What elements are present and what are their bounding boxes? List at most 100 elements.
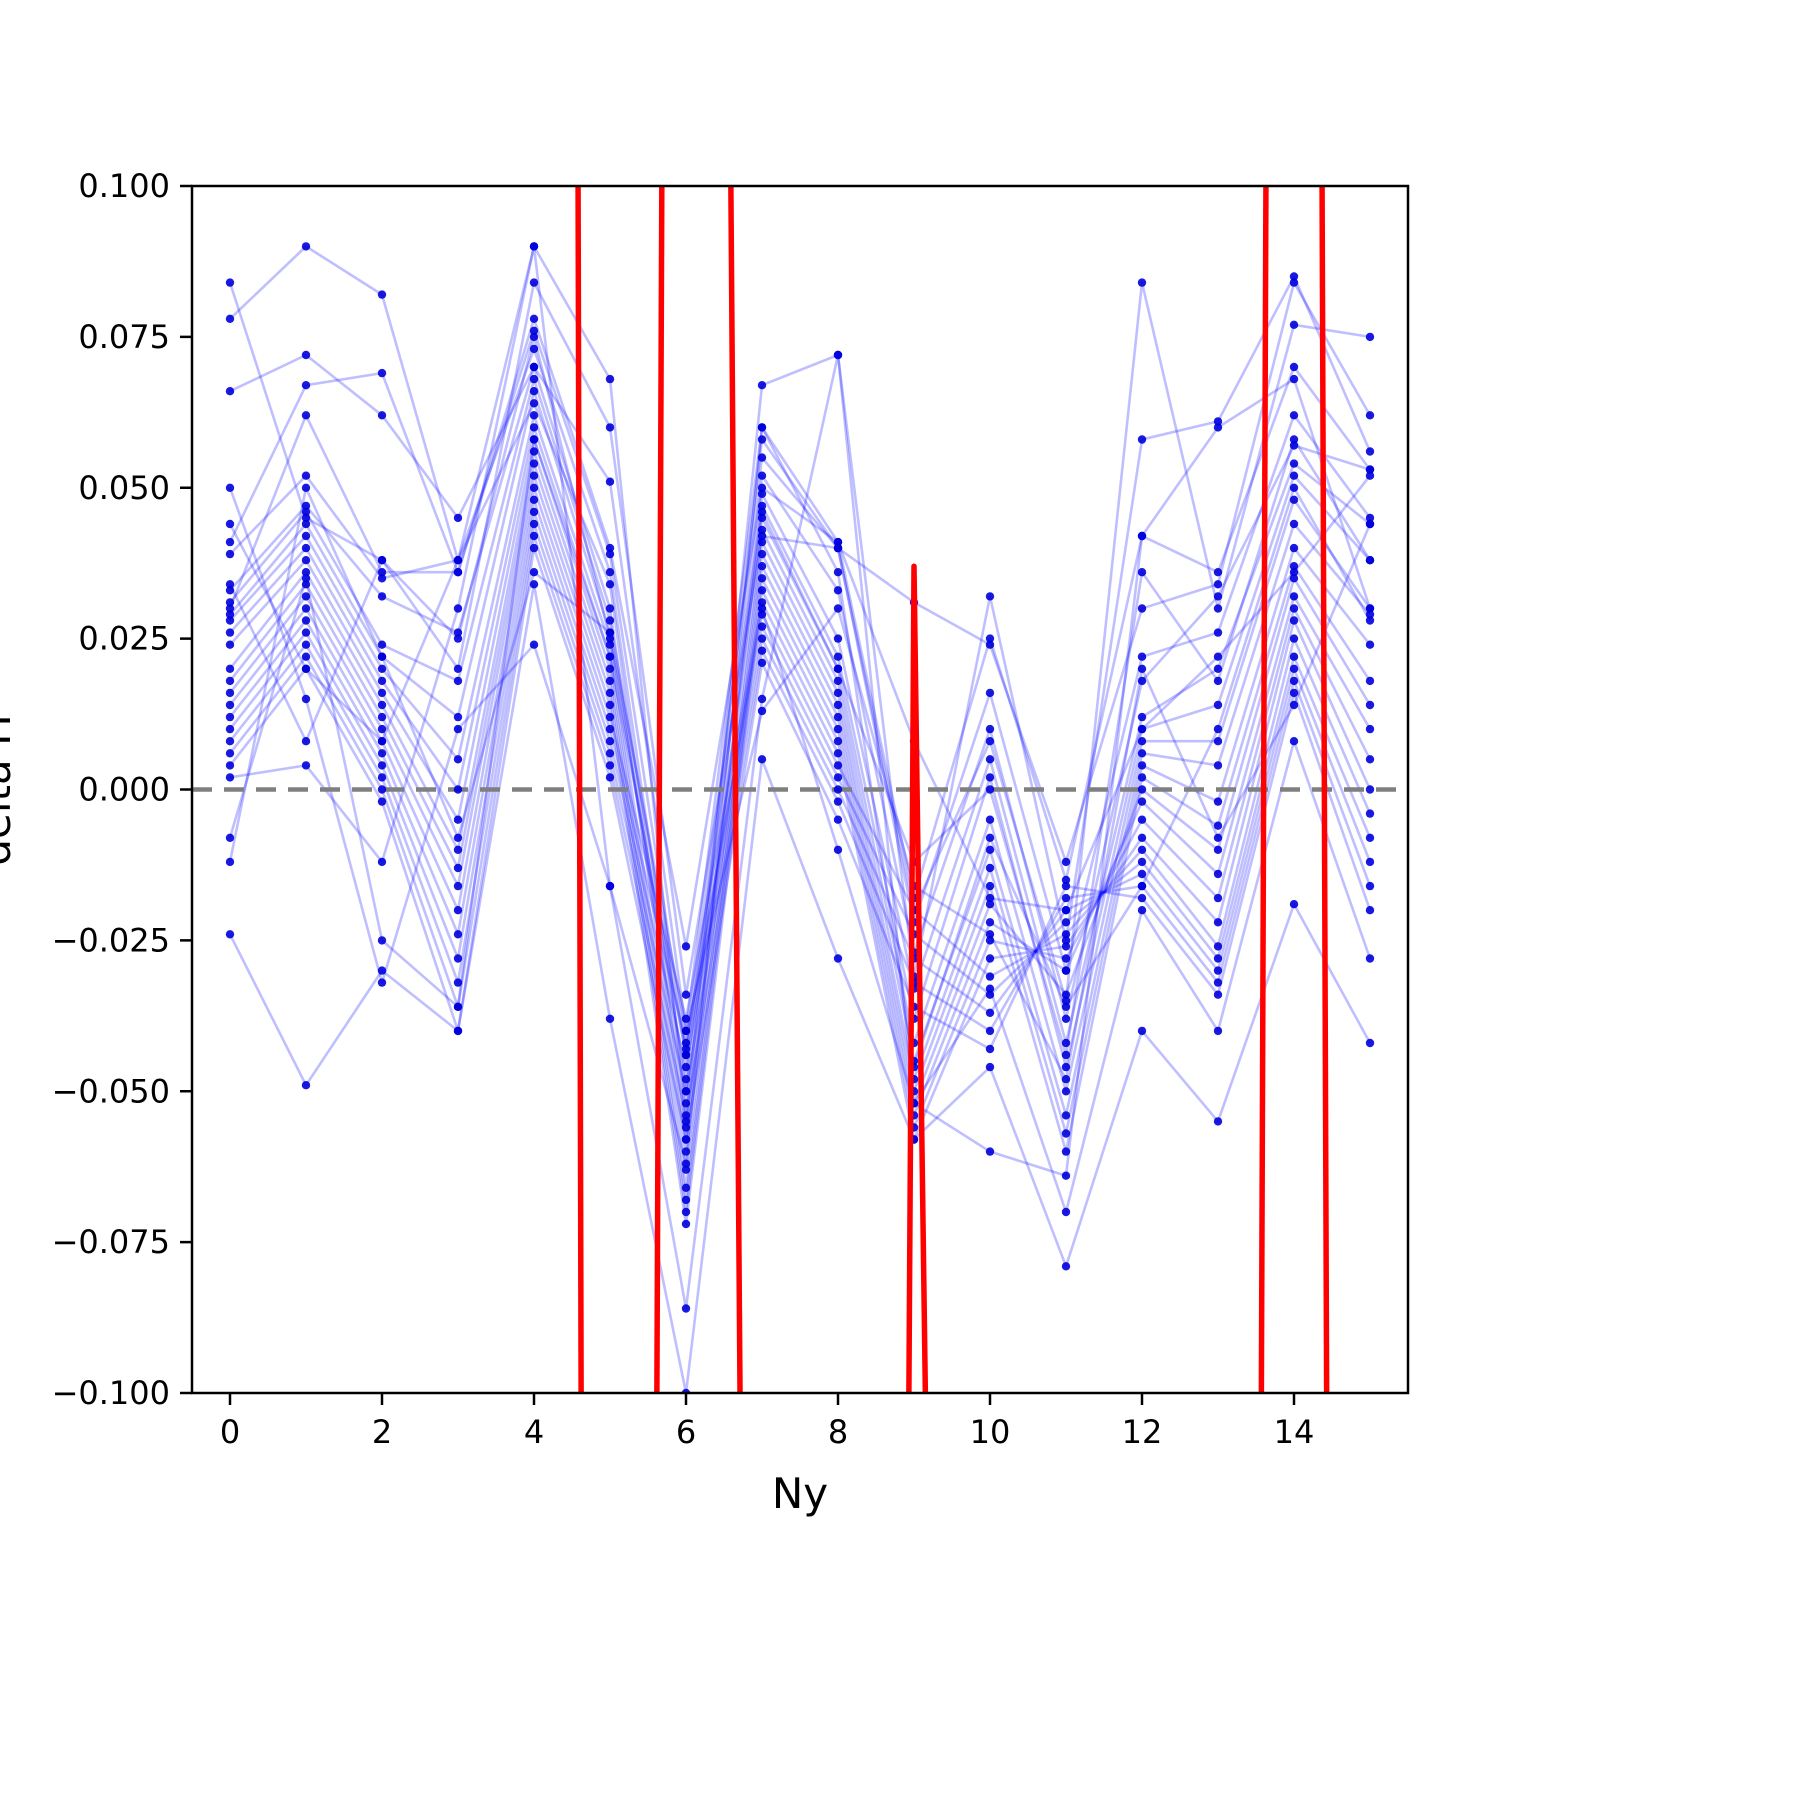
sample-marker xyxy=(1365,332,1375,342)
sample-marker xyxy=(681,1075,691,1084)
sample-marker xyxy=(681,1026,691,1036)
sample-marker xyxy=(301,574,311,583)
sample-line xyxy=(229,438,1372,1190)
sample-line xyxy=(228,534,1372,1117)
sample-marker xyxy=(681,990,691,999)
sample-marker xyxy=(605,652,615,661)
sample-marker xyxy=(1061,881,1071,891)
sample-marker xyxy=(757,694,767,704)
sample-marker xyxy=(985,863,995,873)
sample-line xyxy=(228,522,1372,1093)
sample-marker xyxy=(377,640,387,649)
sample-marker xyxy=(985,972,995,981)
sample-marker xyxy=(301,381,311,390)
sample-marker xyxy=(1061,990,1071,999)
sample-marker xyxy=(225,616,235,625)
sample-marker xyxy=(605,477,615,486)
sample-marker xyxy=(377,568,387,577)
sample-marker xyxy=(301,592,311,601)
sample-marker xyxy=(681,1135,691,1144)
sample-marker xyxy=(453,954,463,963)
sample-marker xyxy=(833,568,843,577)
sample-marker xyxy=(605,737,615,746)
sample-marker xyxy=(1213,664,1223,673)
sample-marker xyxy=(1213,652,1223,661)
sample-marker xyxy=(1289,411,1299,420)
sample-marker xyxy=(301,640,311,649)
x-tick-label: 2 xyxy=(372,1413,392,1451)
sample-marker xyxy=(1289,664,1299,673)
sample-marker xyxy=(1061,1050,1071,1060)
sample-marker xyxy=(605,640,615,649)
sample-marker xyxy=(225,537,235,547)
sample-marker xyxy=(377,676,387,686)
sample-marker xyxy=(681,1195,691,1205)
sample-marker xyxy=(757,531,767,541)
sample-marker xyxy=(377,737,387,746)
sample-marker xyxy=(833,634,843,643)
sample-marker xyxy=(225,387,235,396)
sample-marker xyxy=(225,857,235,867)
sample-marker xyxy=(1289,459,1299,468)
sample-marker xyxy=(681,1044,691,1054)
sample-marker xyxy=(833,815,843,824)
sample-line xyxy=(228,582,1372,1393)
sample-marker xyxy=(605,749,615,758)
sample-marker xyxy=(529,278,539,287)
sample-marker xyxy=(529,399,539,408)
sample-marker xyxy=(453,906,463,915)
sample-marker xyxy=(1061,1087,1071,1096)
sample-marker xyxy=(1137,815,1147,824)
sample-marker xyxy=(1213,417,1223,426)
sample-marker xyxy=(757,549,767,559)
sample-marker xyxy=(1137,531,1147,541)
sample-marker xyxy=(757,586,767,595)
sample-line xyxy=(228,438,1372,1214)
sample-marker xyxy=(529,495,539,504)
sample-marker xyxy=(985,918,995,927)
sample-marker xyxy=(1289,604,1299,613)
sample-marker xyxy=(605,724,615,734)
sample-marker xyxy=(1137,435,1147,444)
y-tick-label: −0.025 xyxy=(52,921,170,959)
sample-marker xyxy=(453,664,463,673)
sample-marker xyxy=(681,1111,691,1120)
sample-marker xyxy=(453,785,463,794)
sample-marker xyxy=(833,543,843,553)
sample-marker xyxy=(301,242,311,251)
sample-marker xyxy=(225,737,235,746)
sample-marker xyxy=(225,586,235,595)
sample-marker xyxy=(985,893,995,903)
sample-marker xyxy=(757,658,767,667)
sample-marker xyxy=(1137,278,1147,287)
sample-marker xyxy=(301,1081,311,1090)
sample-marker xyxy=(1213,845,1223,854)
sample-marker xyxy=(1137,749,1147,758)
sample-marker xyxy=(377,368,387,378)
sample-marker xyxy=(1137,881,1147,891)
sample-line xyxy=(228,426,1372,1165)
sample-marker xyxy=(1289,278,1299,287)
sample-marker xyxy=(301,556,311,565)
sample-marker xyxy=(453,930,463,939)
sample-marker xyxy=(1213,1026,1223,1036)
x-tick-label: 8 xyxy=(828,1413,848,1451)
sample-marker xyxy=(529,435,539,444)
sample-marker xyxy=(529,568,539,577)
sample-marker xyxy=(453,634,463,643)
sample-marker xyxy=(529,507,539,517)
y-tick-label: −0.075 xyxy=(52,1223,170,1261)
sample-marker xyxy=(377,556,387,565)
sample-marker xyxy=(681,1147,691,1156)
sample-marker xyxy=(453,1002,463,1011)
sample-marker xyxy=(985,1147,995,1156)
sample-marker xyxy=(529,447,539,456)
sample-marker xyxy=(1289,700,1299,710)
sample-marker xyxy=(605,761,615,770)
sample-marker xyxy=(301,483,311,492)
sample-marker xyxy=(985,737,995,746)
sample-marker xyxy=(453,1026,463,1036)
sample-marker xyxy=(833,724,843,734)
sample-marker xyxy=(1289,495,1299,504)
